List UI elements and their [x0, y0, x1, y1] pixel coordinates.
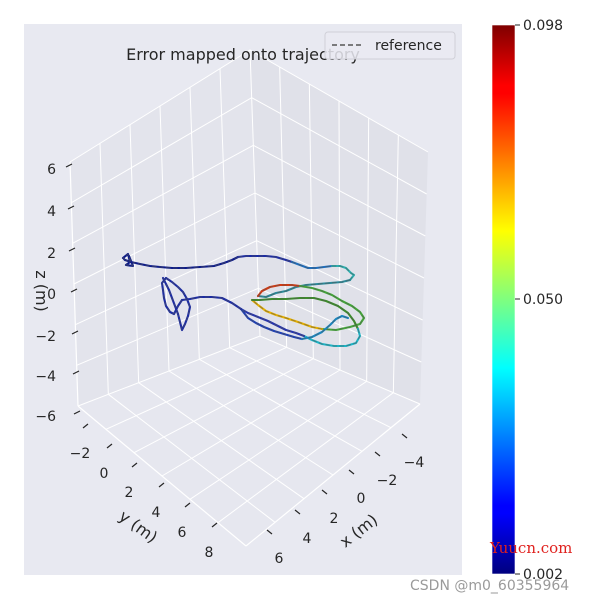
x-tick-label: 6	[275, 551, 284, 567]
legend-box	[324, 31, 456, 60]
x-tick-label: −2	[377, 473, 398, 489]
left-wall-pane	[70, 50, 260, 406]
csdn-watermark: CSDN @m0_60355964	[410, 578, 569, 594]
y-tick-label: 2	[125, 485, 134, 501]
reference-segment	[301, 315, 349, 340]
x-tick-label: 2	[330, 511, 339, 527]
reference-segment	[240, 308, 305, 337]
chart-title: Error mapped onto trajectory	[126, 45, 360, 64]
colorbar-gradient	[492, 25, 515, 574]
z-tick-label: 6	[47, 162, 56, 178]
reference-segment	[291, 261, 333, 269]
z-tick-label: −4	[35, 369, 56, 385]
reference-segment	[251, 299, 323, 330]
y-tick-label: 8	[205, 545, 214, 561]
colorbar-mid-label: 0.050	[523, 292, 563, 308]
x-tick-label: 4	[303, 531, 312, 547]
reference-segment	[299, 285, 365, 331]
reference-segment	[251, 297, 359, 330]
reference-segment	[162, 277, 179, 315]
colorbar: 0.098 0.050 0.002	[491, 18, 563, 583]
reference-segment	[303, 328, 361, 347]
y-tick-label: 6	[178, 525, 187, 541]
y-tick-label: 0	[100, 466, 109, 482]
y-tick-label: 4	[152, 505, 161, 521]
colorbar-max-label: 0.098	[523, 18, 563, 34]
floor-pane	[78, 336, 420, 546]
z-tick-label: 4	[47, 204, 56, 220]
z-axis-label: z (m)	[32, 270, 51, 312]
colorbar-min-label: 0.002	[523, 567, 563, 583]
reference-segment	[122, 253, 134, 267]
reference-segment	[165, 277, 191, 331]
z-tick-label: −2	[35, 329, 56, 345]
z-tick-label: 2	[47, 246, 56, 262]
reference-segment	[240, 308, 303, 340]
axis-edges	[69, 161, 421, 547]
x-tick-label: 0	[357, 491, 366, 507]
z-tick-label: −6	[35, 409, 56, 425]
reference-segment	[331, 265, 355, 281]
site-watermark: Yuucn.com	[489, 539, 572, 557]
reference-segment	[181, 296, 242, 310]
legend: reference	[324, 31, 456, 60]
y-tick-label: −2	[70, 446, 91, 462]
reference-segment	[257, 284, 301, 297]
legend-reference-label: reference	[375, 38, 442, 54]
z-tick-label: 0	[47, 287, 56, 303]
trajectory	[121, 252, 366, 348]
grid-lines	[69, 49, 429, 524]
x-tick-label: −4	[404, 455, 425, 471]
reference-segment	[124, 256, 239, 269]
reference-segment	[237, 255, 293, 263]
